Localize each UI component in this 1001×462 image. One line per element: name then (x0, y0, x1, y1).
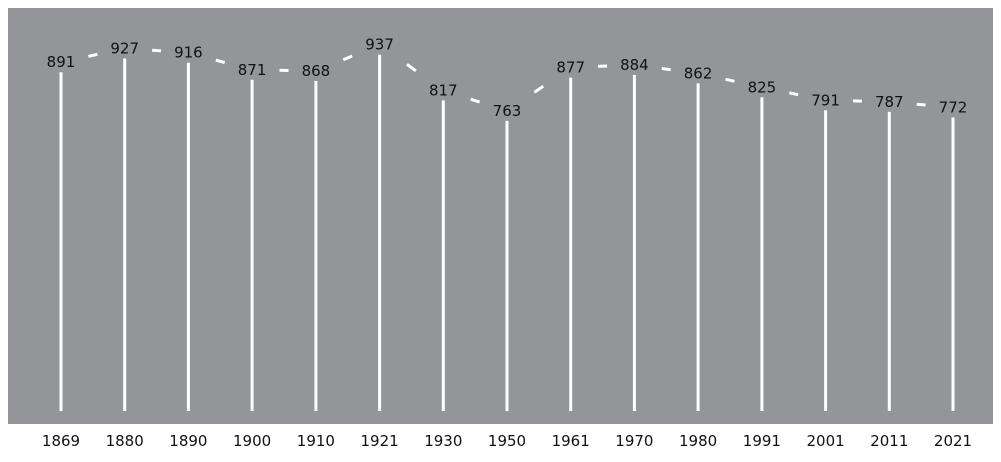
data-label-1950: 763 (493, 102, 522, 120)
connector-1869-1880 (88, 52, 98, 58)
data-label-1869: 891 (47, 53, 76, 71)
bar-1961 (569, 77, 573, 411)
tick-label-1890: 1890 (169, 432, 207, 450)
bar-1900 (250, 79, 254, 412)
tick-label-1970: 1970 (615, 432, 653, 450)
tick-label-1961: 1961 (552, 432, 590, 450)
bar-1880 (123, 58, 127, 411)
tick-label-1910: 1910 (297, 432, 335, 450)
connector-1910-1921 (342, 54, 353, 62)
data-labels: 891 927 916 871 868 937 817 763 877 884 862 825 791 7… (47, 36, 968, 120)
tick-label-1880: 1880 (106, 432, 144, 450)
connector-1980-1991 (725, 77, 735, 83)
data-label-2021: 772 (939, 99, 968, 117)
bar-1970 (632, 74, 636, 412)
connector-1930-1950 (470, 97, 481, 104)
tick-label-1900: 1900 (233, 432, 271, 450)
trend-connectors (88, 48, 926, 107)
data-label-1980: 862 (684, 64, 713, 82)
connector-1921-1930 (406, 63, 417, 73)
tick-label-1869: 1869 (42, 432, 80, 450)
bar-1890 (186, 62, 190, 411)
plot-background (8, 8, 993, 424)
data-label-1961: 877 (556, 59, 585, 77)
data-label-2011: 787 (875, 93, 904, 111)
tick-label-2001: 2001 (807, 432, 845, 450)
bar-2021 (951, 117, 955, 411)
bar-1991 (760, 97, 764, 412)
data-label-2001: 791 (811, 91, 840, 109)
data-label-1921: 937 (365, 36, 394, 54)
data-label-1991: 825 (748, 78, 777, 96)
x-axis-tick-labels: 1869 1880 1890 1900 1910 1921 1930 1950 1961 1970… (42, 432, 972, 450)
tick-label-2011: 2011 (870, 432, 908, 450)
connector-1880-1890 (151, 48, 162, 53)
data-label-1900: 871 (238, 61, 267, 79)
bar-1930 (441, 100, 445, 412)
tick-label-1980: 1980 (679, 432, 717, 450)
bar-1869 (59, 72, 63, 411)
tick-label-1950: 1950 (488, 432, 526, 450)
connector-1970-1980 (661, 67, 671, 72)
bar-1980 (696, 83, 700, 412)
data-label-1970: 884 (620, 56, 649, 74)
tick-label-1930: 1930 (424, 432, 462, 450)
tick-label-1991: 1991 (743, 432, 781, 450)
connector-1950-1961 (533, 84, 545, 94)
bar-1910 (314, 81, 318, 411)
data-label-1910: 868 (302, 62, 331, 80)
bar-2001 (824, 110, 828, 412)
tick-label-1921: 1921 (361, 432, 399, 450)
tick-label-2021: 2021 (934, 432, 972, 450)
data-label-1930: 817 (429, 81, 458, 99)
bar-1950 (505, 120, 509, 412)
connector-1890-1900 (215, 58, 226, 64)
bar-2011 (887, 111, 891, 412)
bar-1921 (378, 54, 382, 411)
data-label-1880: 927 (110, 40, 139, 58)
data-label-1890: 916 (174, 44, 203, 62)
connector-1991-2001 (789, 91, 799, 97)
bars (59, 54, 955, 412)
connector-2011-2021 (916, 102, 926, 107)
